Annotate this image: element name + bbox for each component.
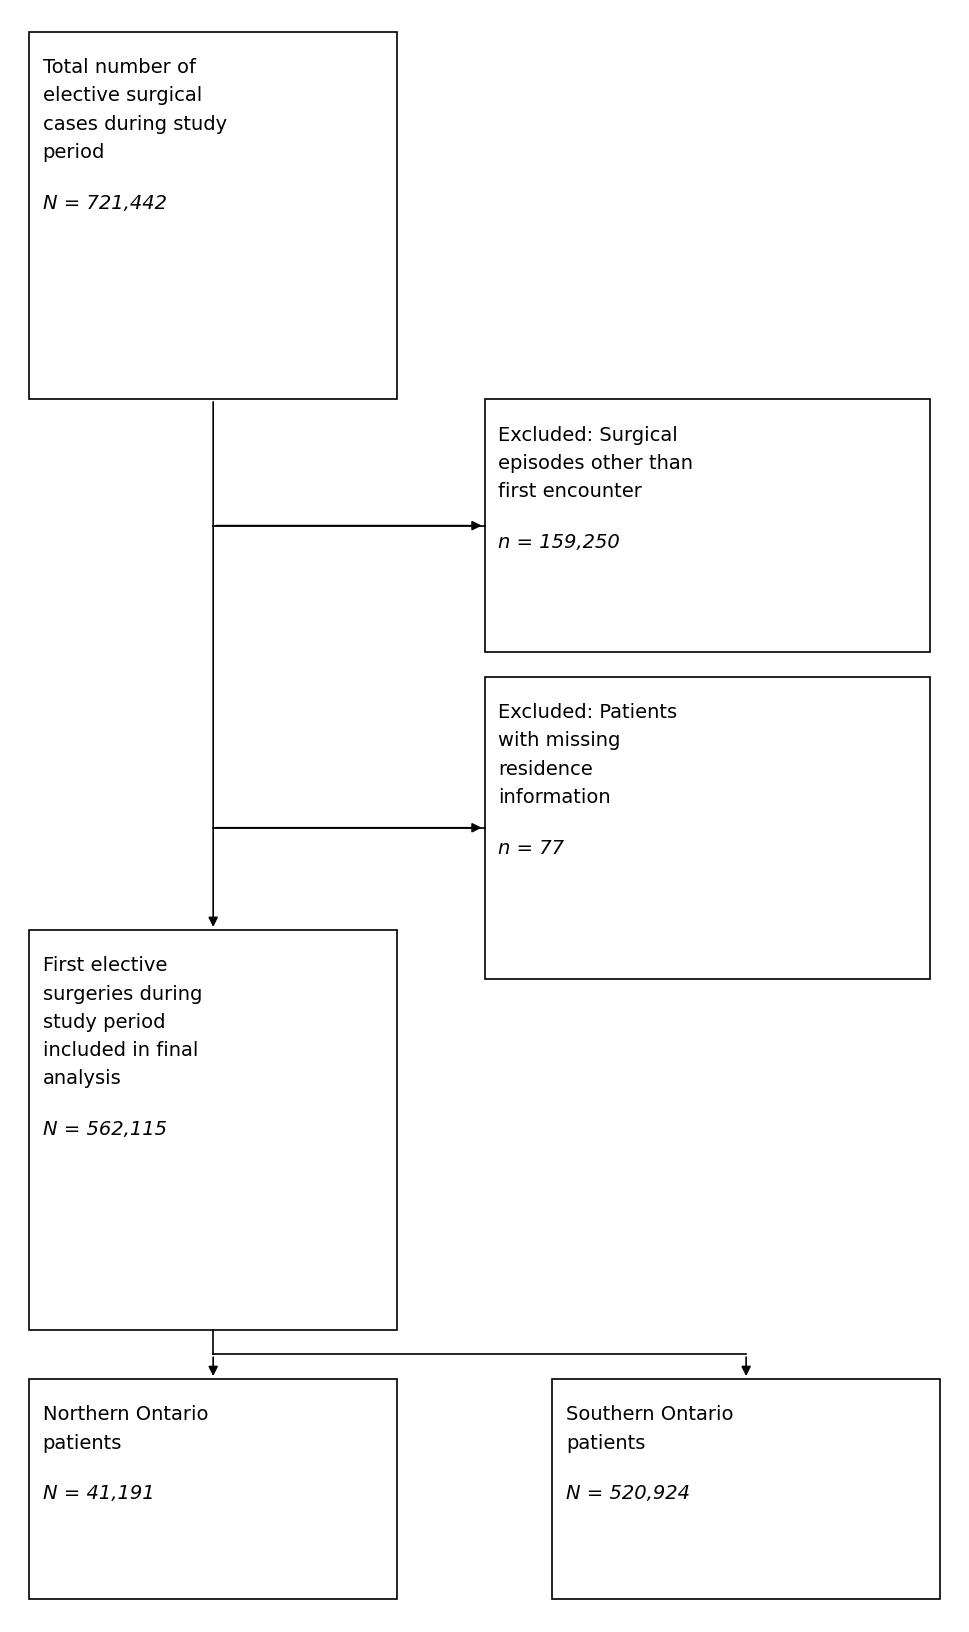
Text: information: information [498,787,610,806]
Text: cases during study: cases during study [43,114,227,134]
Text: Excluded: Patients: Excluded: Patients [498,703,677,721]
FancyBboxPatch shape [29,930,397,1330]
Text: episodes other than: episodes other than [498,454,693,473]
FancyBboxPatch shape [552,1379,940,1599]
Text: patients: patients [43,1433,122,1452]
Text: elective surgical: elective surgical [43,86,202,106]
Text: surgeries during: surgeries during [43,984,202,1004]
Text: N = 721,442: N = 721,442 [43,194,167,212]
FancyBboxPatch shape [29,33,397,400]
FancyBboxPatch shape [29,1379,397,1599]
Text: first encounter: first encounter [498,481,641,501]
Text: n = 77: n = 77 [498,839,564,857]
Text: N = 562,115: N = 562,115 [43,1120,167,1138]
Text: residence: residence [498,759,593,778]
FancyBboxPatch shape [484,677,930,979]
FancyBboxPatch shape [484,400,930,653]
Text: Northern Ontario: Northern Ontario [43,1405,208,1423]
Text: patients: patients [566,1433,645,1452]
Text: Total number of: Total number of [43,59,196,77]
Text: analysis: analysis [43,1069,121,1087]
Text: Excluded: Surgical: Excluded: Surgical [498,426,678,444]
Text: study period: study period [43,1012,165,1031]
Text: First elective: First elective [43,956,167,974]
Text: N = 41,191: N = 41,191 [43,1483,154,1503]
Text: N = 520,924: N = 520,924 [566,1483,690,1503]
Text: n = 159,250: n = 159,250 [498,532,620,552]
Text: included in final: included in final [43,1040,198,1059]
Text: Southern Ontario: Southern Ontario [566,1405,734,1423]
Text: period: period [43,142,105,162]
Text: with missing: with missing [498,731,620,751]
